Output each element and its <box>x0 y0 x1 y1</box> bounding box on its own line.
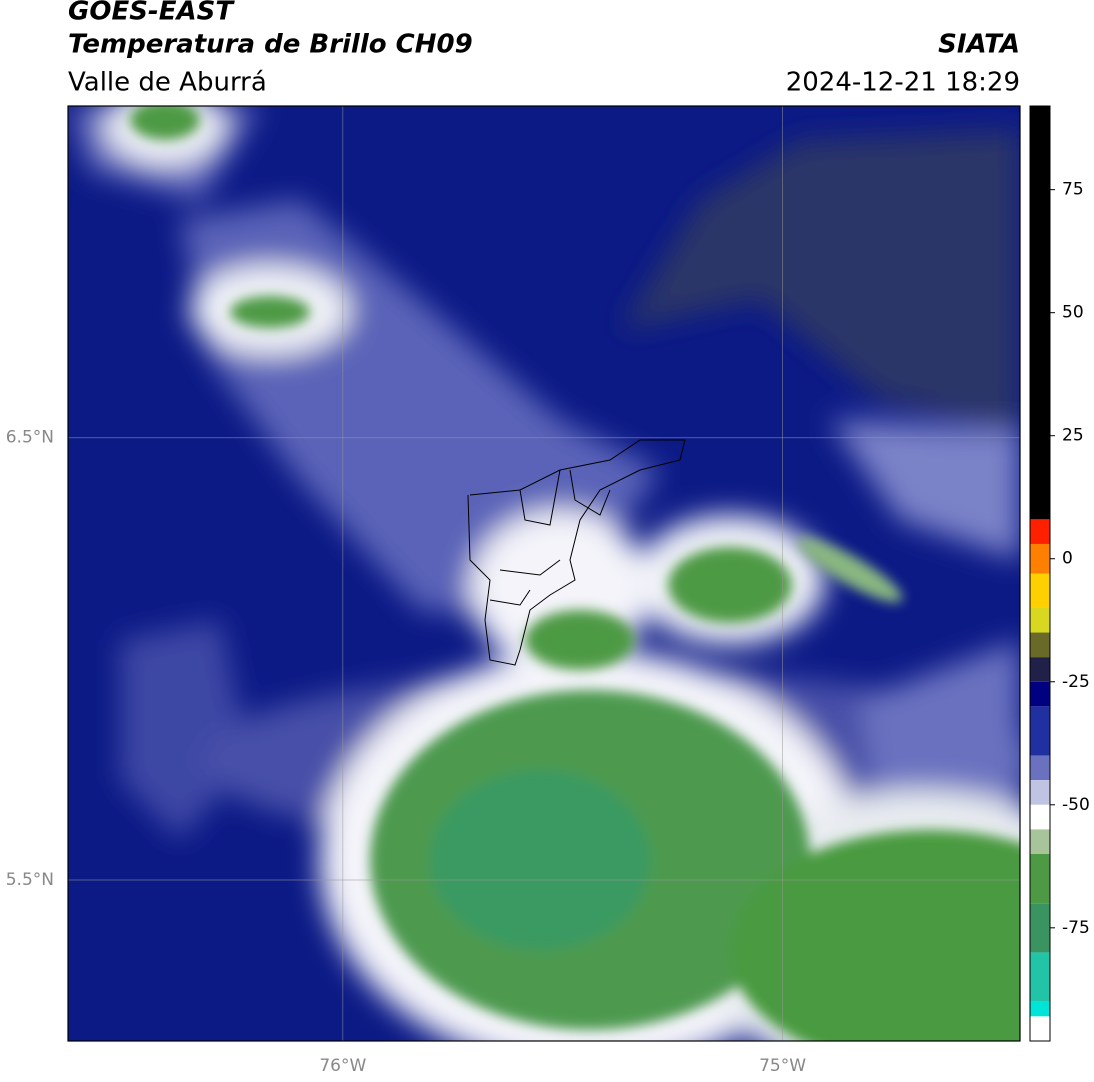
x-tick-label: 76°W <box>319 1056 366 1076</box>
map-frame <box>67 105 1021 1042</box>
colorbar-band <box>1030 519 1050 544</box>
y-tick-label: 5.5°N <box>6 870 54 890</box>
colorbar-tick-label: 0 <box>1062 549 1073 569</box>
colorbar-band <box>1030 1001 1050 1017</box>
colorbar-band <box>1030 952 1050 1002</box>
y-tick-label: 6.5°N <box>6 428 54 448</box>
source: SIATA <box>938 30 1020 60</box>
colorbar-tick-label: -75 <box>1062 918 1090 938</box>
colorbar-band <box>1030 755 1050 781</box>
colorbar-band <box>1030 829 1050 854</box>
subtitle: Temperatura de Brillo CH09 <box>68 30 473 60</box>
colorbar-band <box>1030 607 1050 633</box>
colorbar-band <box>1030 854 1050 904</box>
colorbar-tick-label: -50 <box>1062 795 1090 815</box>
colorbar-band <box>1030 804 1050 830</box>
colorbar-frame <box>1029 105 1051 1042</box>
colorbar-band <box>1030 1016 1050 1041</box>
colorbar-band <box>1030 543 1050 574</box>
colorbar-band <box>1030 106 1050 520</box>
colorbar-band <box>1030 706 1050 756</box>
title: GOES-EAST <box>68 0 235 27</box>
colorbar-tick-label: 75 <box>1062 180 1084 200</box>
colorbar-band <box>1030 657 1050 682</box>
colorbar-tick-label: 50 <box>1062 303 1084 323</box>
colorbar-tick-label: 25 <box>1062 426 1084 446</box>
municipal-boundaries <box>467 439 686 666</box>
colorbar-band <box>1030 573 1050 608</box>
colorbar-band <box>1030 780 1050 805</box>
colorbar-tick-label: -25 <box>1062 672 1090 692</box>
datetime: 2024-12-21 18:29 <box>786 68 1020 98</box>
colorbar-band <box>1030 903 1050 953</box>
colorbar-band <box>1030 632 1050 658</box>
satellite-image <box>68 106 1020 1041</box>
colorbar-band <box>1030 681 1050 707</box>
region: Valle de Aburrá <box>68 68 267 98</box>
x-tick-label: 75°W <box>759 1056 806 1076</box>
